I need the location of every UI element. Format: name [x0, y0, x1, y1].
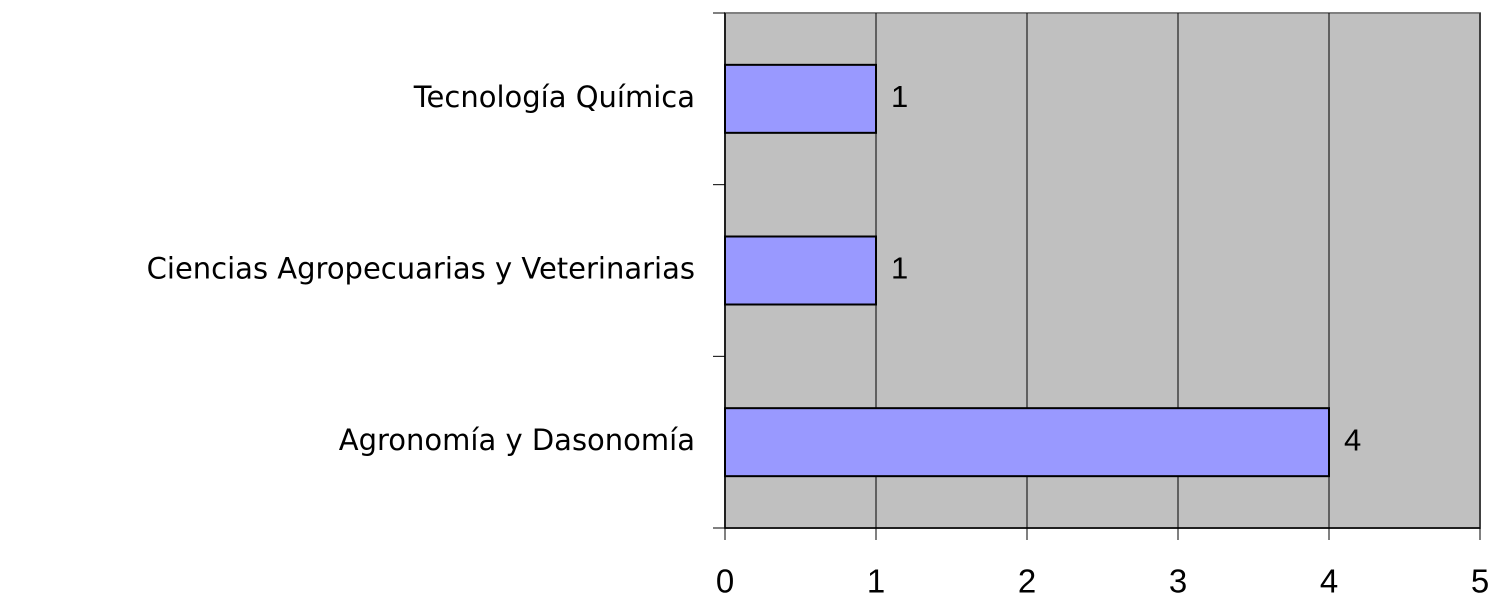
bar [724, 235, 877, 306]
x-tick-label: 2 [1018, 563, 1036, 600]
y-tick-label: Agronomía y Dasonomía [339, 423, 695, 457]
y-tick-label: Tecnología Química [413, 80, 695, 114]
data-label: 4 [1344, 422, 1361, 457]
x-tick-label: 5 [1471, 563, 1489, 600]
x-tick-label: 4 [1320, 563, 1338, 600]
x-tick-label: 1 [867, 563, 885, 600]
bar [724, 407, 1330, 478]
bar [724, 63, 877, 134]
x-tick-label: 3 [1169, 563, 1187, 600]
data-label: 1 [891, 79, 908, 114]
y-tick-label: Ciencias Agropecuarias y Veterinarias [147, 252, 695, 286]
data-label: 1 [891, 251, 908, 286]
x-tick-label: 0 [716, 563, 734, 600]
